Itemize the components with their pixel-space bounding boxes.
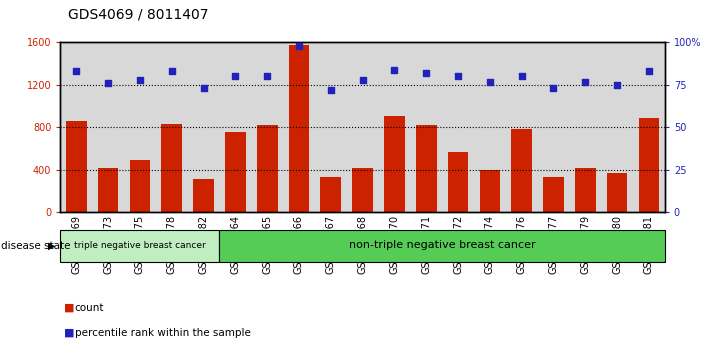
Point [579,79,591,84]
Bar [289,45,309,212]
FancyBboxPatch shape [220,230,665,262]
Point [325,87,336,93]
Point [230,74,241,79]
Bar [352,169,373,212]
Point [611,82,623,88]
Bar [416,125,437,212]
Point [262,74,273,79]
Point [389,67,400,73]
Point [484,79,496,84]
Point [452,74,464,79]
Bar [161,124,182,212]
Point [70,69,82,74]
Text: ■: ■ [64,303,75,313]
Bar [98,169,119,212]
Text: ■: ■ [64,328,75,338]
Point [294,43,305,49]
Text: percentile rank within the sample: percentile rank within the sample [75,328,250,338]
Point [166,69,178,74]
Point [134,77,146,83]
Bar [638,118,659,212]
Bar [66,121,87,212]
Bar [225,132,246,212]
Text: GDS4069 / 8011407: GDS4069 / 8011407 [68,7,208,21]
Bar [193,179,214,212]
Point [198,86,209,91]
FancyBboxPatch shape [60,230,220,262]
Point [357,77,368,83]
Point [643,69,655,74]
Bar [575,169,596,212]
Bar [384,116,405,212]
Text: ▶: ▶ [48,241,56,251]
Bar [448,152,469,212]
Bar [129,160,150,212]
Bar [543,177,564,212]
Bar [479,170,500,212]
Bar [257,125,277,212]
Text: triple negative breast cancer: triple negative breast cancer [74,241,205,250]
Bar [606,173,627,212]
Text: non-triple negative breast cancer: non-triple negative breast cancer [349,240,535,250]
Bar [321,177,341,212]
Bar [511,129,532,212]
Point [516,74,528,79]
Point [102,80,114,86]
Text: count: count [75,303,104,313]
Text: disease state: disease state [1,241,71,251]
Point [420,70,432,76]
Point [547,86,559,91]
